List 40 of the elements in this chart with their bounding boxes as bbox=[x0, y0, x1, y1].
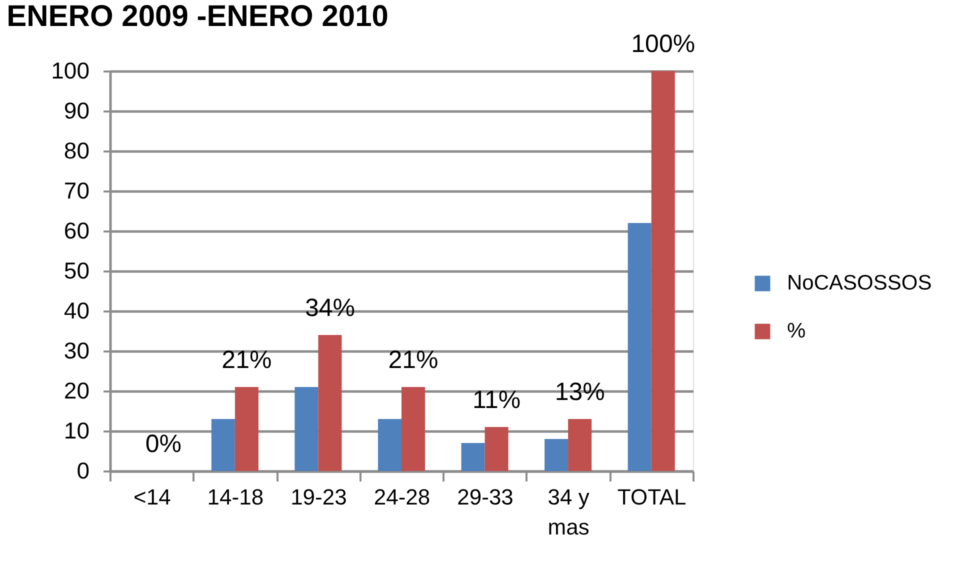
x-tick-label: 19-23 bbox=[290, 484, 347, 510]
x-tick-label: 29-33 bbox=[457, 484, 514, 510]
x-tick-label: 14-18 bbox=[207, 484, 264, 510]
x-tick-label: 34 y mas bbox=[548, 484, 590, 540]
bar bbox=[628, 223, 652, 471]
y-tick-label: 60 bbox=[64, 218, 90, 244]
data-label: 21% bbox=[388, 346, 438, 374]
y-tick-label: 0 bbox=[76, 458, 90, 484]
y-tick-label: 20 bbox=[64, 378, 90, 404]
legend-label: % bbox=[787, 320, 806, 342]
y-tick-label: 90 bbox=[64, 98, 90, 124]
y-tick-label: 30 bbox=[64, 338, 90, 364]
data-label: 13% bbox=[554, 378, 605, 406]
bar bbox=[402, 387, 426, 471]
bar bbox=[234, 387, 258, 471]
bar bbox=[651, 71, 675, 471]
data-label: 34% bbox=[304, 294, 355, 322]
x-tick-label: <14 bbox=[133, 484, 171, 510]
legend-label: NoCASOSSOS bbox=[787, 272, 932, 294]
bar bbox=[378, 419, 402, 471]
bar bbox=[318, 335, 342, 471]
bar bbox=[544, 439, 568, 471]
y-tick-label: 80 bbox=[64, 138, 90, 164]
x-tick-label: 24-28 bbox=[374, 484, 430, 510]
chart-title: ENERO 2009 -ENERO 2010 bbox=[6, 0, 388, 33]
bar bbox=[211, 419, 235, 471]
y-tick-label: 10 bbox=[64, 418, 90, 444]
bar bbox=[568, 419, 592, 471]
y-tick-label: 40 bbox=[64, 298, 90, 324]
data-label: 100% bbox=[631, 30, 696, 58]
bar bbox=[484, 427, 508, 471]
data-label: 11% bbox=[472, 386, 521, 414]
bar bbox=[294, 387, 318, 471]
bar bbox=[461, 443, 485, 471]
y-tick-label: 70 bbox=[64, 178, 90, 204]
y-tick-label: 100 bbox=[51, 58, 90, 84]
data-label: 0% bbox=[145, 430, 182, 458]
x-tick-label: TOTAL bbox=[617, 484, 686, 510]
data-label: 21% bbox=[222, 346, 272, 374]
y-tick-label: 50 bbox=[64, 258, 90, 284]
